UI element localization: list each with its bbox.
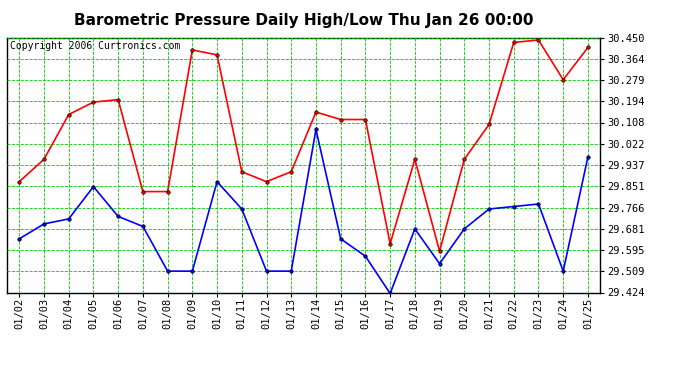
Text: Barometric Pressure Daily High/Low Thu Jan 26 00:00: Barometric Pressure Daily High/Low Thu J… [74,13,533,28]
Text: Copyright 2006 Curtronics.com: Copyright 2006 Curtronics.com [10,41,180,51]
